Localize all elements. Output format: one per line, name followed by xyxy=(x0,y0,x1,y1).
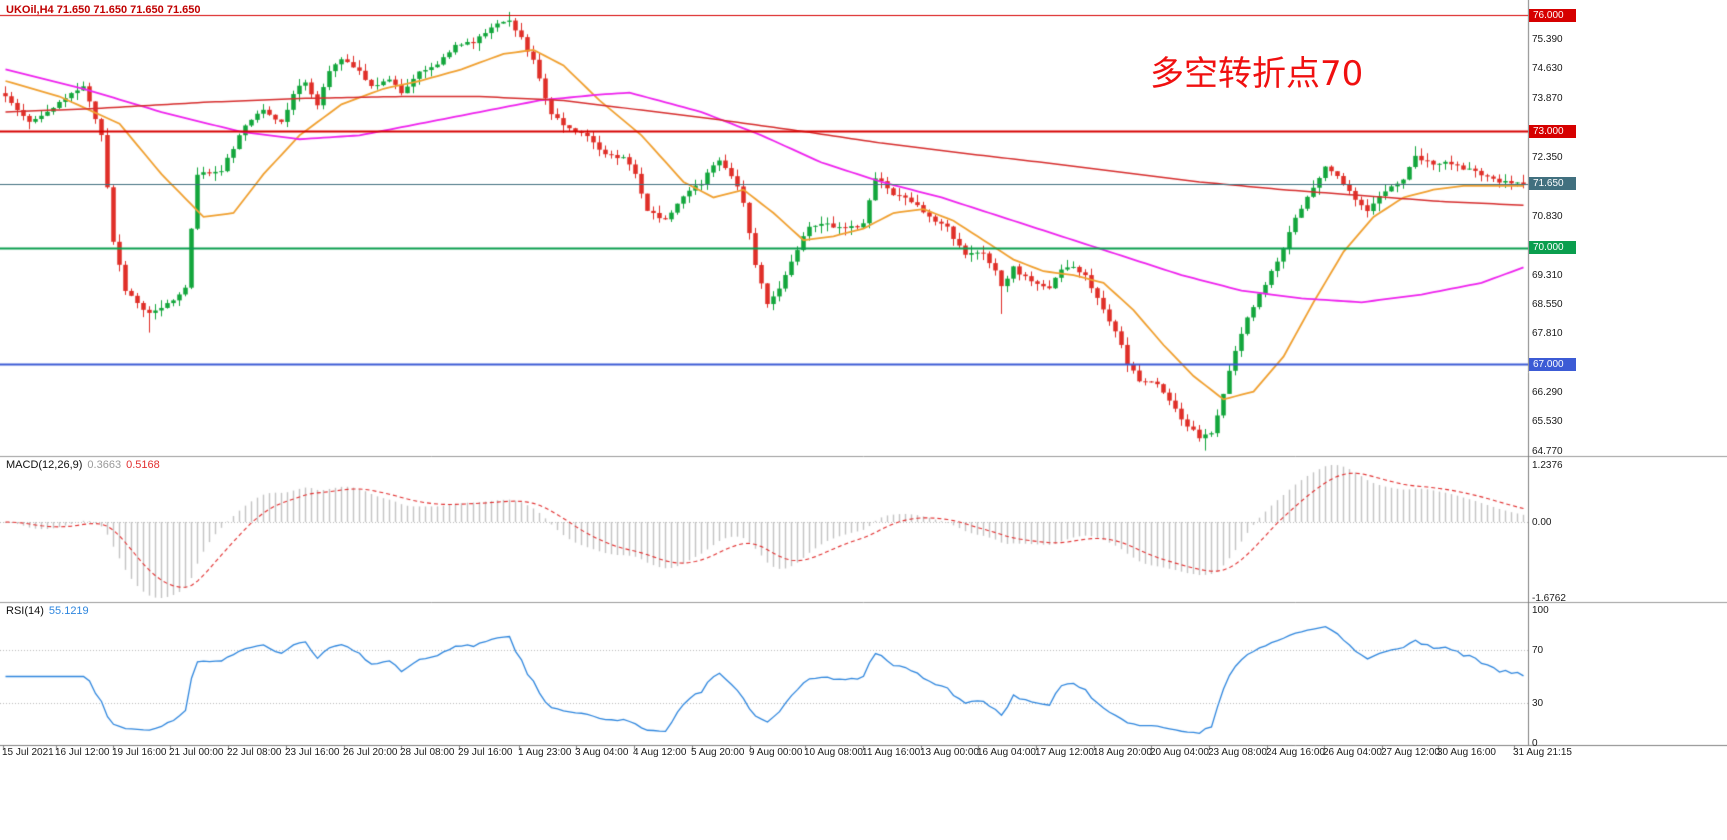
time-axis-label: 26 Aug 04:00 xyxy=(1323,747,1382,758)
macd-scale-label: -1.6762 xyxy=(1532,593,1566,604)
price-scale-label: 64.770 xyxy=(1532,445,1563,457)
time-axis-label: 19 Jul 16:00 xyxy=(112,747,167,758)
macd-scale-label: 1.2376 xyxy=(1532,460,1563,471)
time-axis-label: 1 Aug 23:00 xyxy=(518,747,572,758)
time-axis-label: 16 Jul 12:00 xyxy=(55,747,110,758)
chart-annotation-text[interactable]: 多空转折点70 xyxy=(1150,54,1364,94)
time-axis-label: 4 Aug 12:00 xyxy=(633,747,687,758)
time-axis-label: 11 Aug 16:00 xyxy=(862,747,921,758)
time-axis-label: 30 Aug 16:00 xyxy=(1437,747,1496,758)
time-axis-label: 18 Aug 20:00 xyxy=(1093,747,1152,758)
price-scale-label: 73.870 xyxy=(1532,92,1563,104)
price-line-badge: 76.000 xyxy=(1529,8,1576,22)
rsi-value: 55.1219 xyxy=(48,605,89,617)
macd-scale-label: 0.00 xyxy=(1532,517,1552,528)
price-scale-label: 74.630 xyxy=(1532,63,1563,75)
time-axis-label: 5 Aug 20:00 xyxy=(691,747,745,758)
time-axis-label: 24 Aug 16:00 xyxy=(1266,747,1325,758)
symbol-ohlc-label: UKOil,H4 71.650 71.650 71.650 71.650 xyxy=(6,4,201,16)
time-axis-label: 22 Jul 08:00 xyxy=(227,747,282,758)
time-axis[interactable]: 15 Jul 2021 16 Jul 12:00 19 Jul 16:00 21 Ju… xyxy=(0,747,1727,767)
time-axis-label: 20 Aug 04:00 xyxy=(1150,747,1209,758)
price-scale-label: 72.350 xyxy=(1532,151,1563,163)
rsi-scale-label: 100 xyxy=(1532,605,1549,616)
price-scale-label: 65.530 xyxy=(1532,416,1563,428)
time-axis-label: 27 Aug 12:00 xyxy=(1381,747,1440,758)
time-axis-label: 13 Aug 00:00 xyxy=(920,747,979,758)
price-line-badge: 70.000 xyxy=(1529,241,1576,255)
price-axis[interactable]: 75.390 74.630 73.870 72.350 70.830 69.310 68.5… xyxy=(1529,0,1726,749)
time-axis-label: 28 Jul 08:00 xyxy=(400,747,455,758)
time-axis-label: 9 Aug 00:00 xyxy=(749,747,803,758)
time-axis-label: 16 Aug 04:00 xyxy=(977,747,1036,758)
macd-signal-value: 0.5168 xyxy=(126,459,160,471)
price-scale-label: 68.550 xyxy=(1532,299,1563,311)
time-axis-label: 15 Jul 2021 xyxy=(2,747,54,758)
price-scale-label: 66.290 xyxy=(1532,386,1563,398)
time-axis-label: 26 Jul 20:00 xyxy=(343,747,398,758)
rsi-name: RSI(14) xyxy=(6,605,44,617)
time-axis-label: 31 Aug 21:15 xyxy=(1513,747,1572,758)
time-axis-label: 29 Jul 16:00 xyxy=(458,747,513,758)
rsi-scale-label: 30 xyxy=(1532,698,1544,710)
price-scale-label: 69.310 xyxy=(1532,269,1563,281)
price-line-badge: 67.000 xyxy=(1529,357,1576,371)
time-axis-label: 10 Aug 08:00 xyxy=(804,747,863,758)
price-scale-label: 70.830 xyxy=(1532,210,1563,222)
macd-name: MACD(12,26,9) xyxy=(6,459,83,471)
time-axis-label: 21 Jul 00:00 xyxy=(169,747,224,758)
price-scale-label: 67.810 xyxy=(1532,327,1563,339)
time-axis-label: 23 Aug 08:00 xyxy=(1208,747,1267,758)
macd-indicator-label: MACD(12,26,9) 0.3663 0.5168 xyxy=(6,459,160,471)
rsi-scale-label: 70 xyxy=(1532,644,1544,656)
rsi-indicator-label: RSI(14) 55.1219 xyxy=(6,605,89,617)
time-axis-label: 17 Aug 12:00 xyxy=(1035,747,1094,758)
time-axis-label: 3 Aug 04:00 xyxy=(575,747,629,758)
macd-main-value: 0.3663 xyxy=(87,459,122,471)
time-axis-label: 23 Jul 16:00 xyxy=(285,747,340,758)
price-scale-label: 75.390 xyxy=(1532,33,1563,45)
price-line-badge: 71.650 xyxy=(1529,177,1576,191)
price-line-badge: 73.000 xyxy=(1529,124,1576,138)
rsi-scale-label: 0 xyxy=(1532,738,1538,749)
